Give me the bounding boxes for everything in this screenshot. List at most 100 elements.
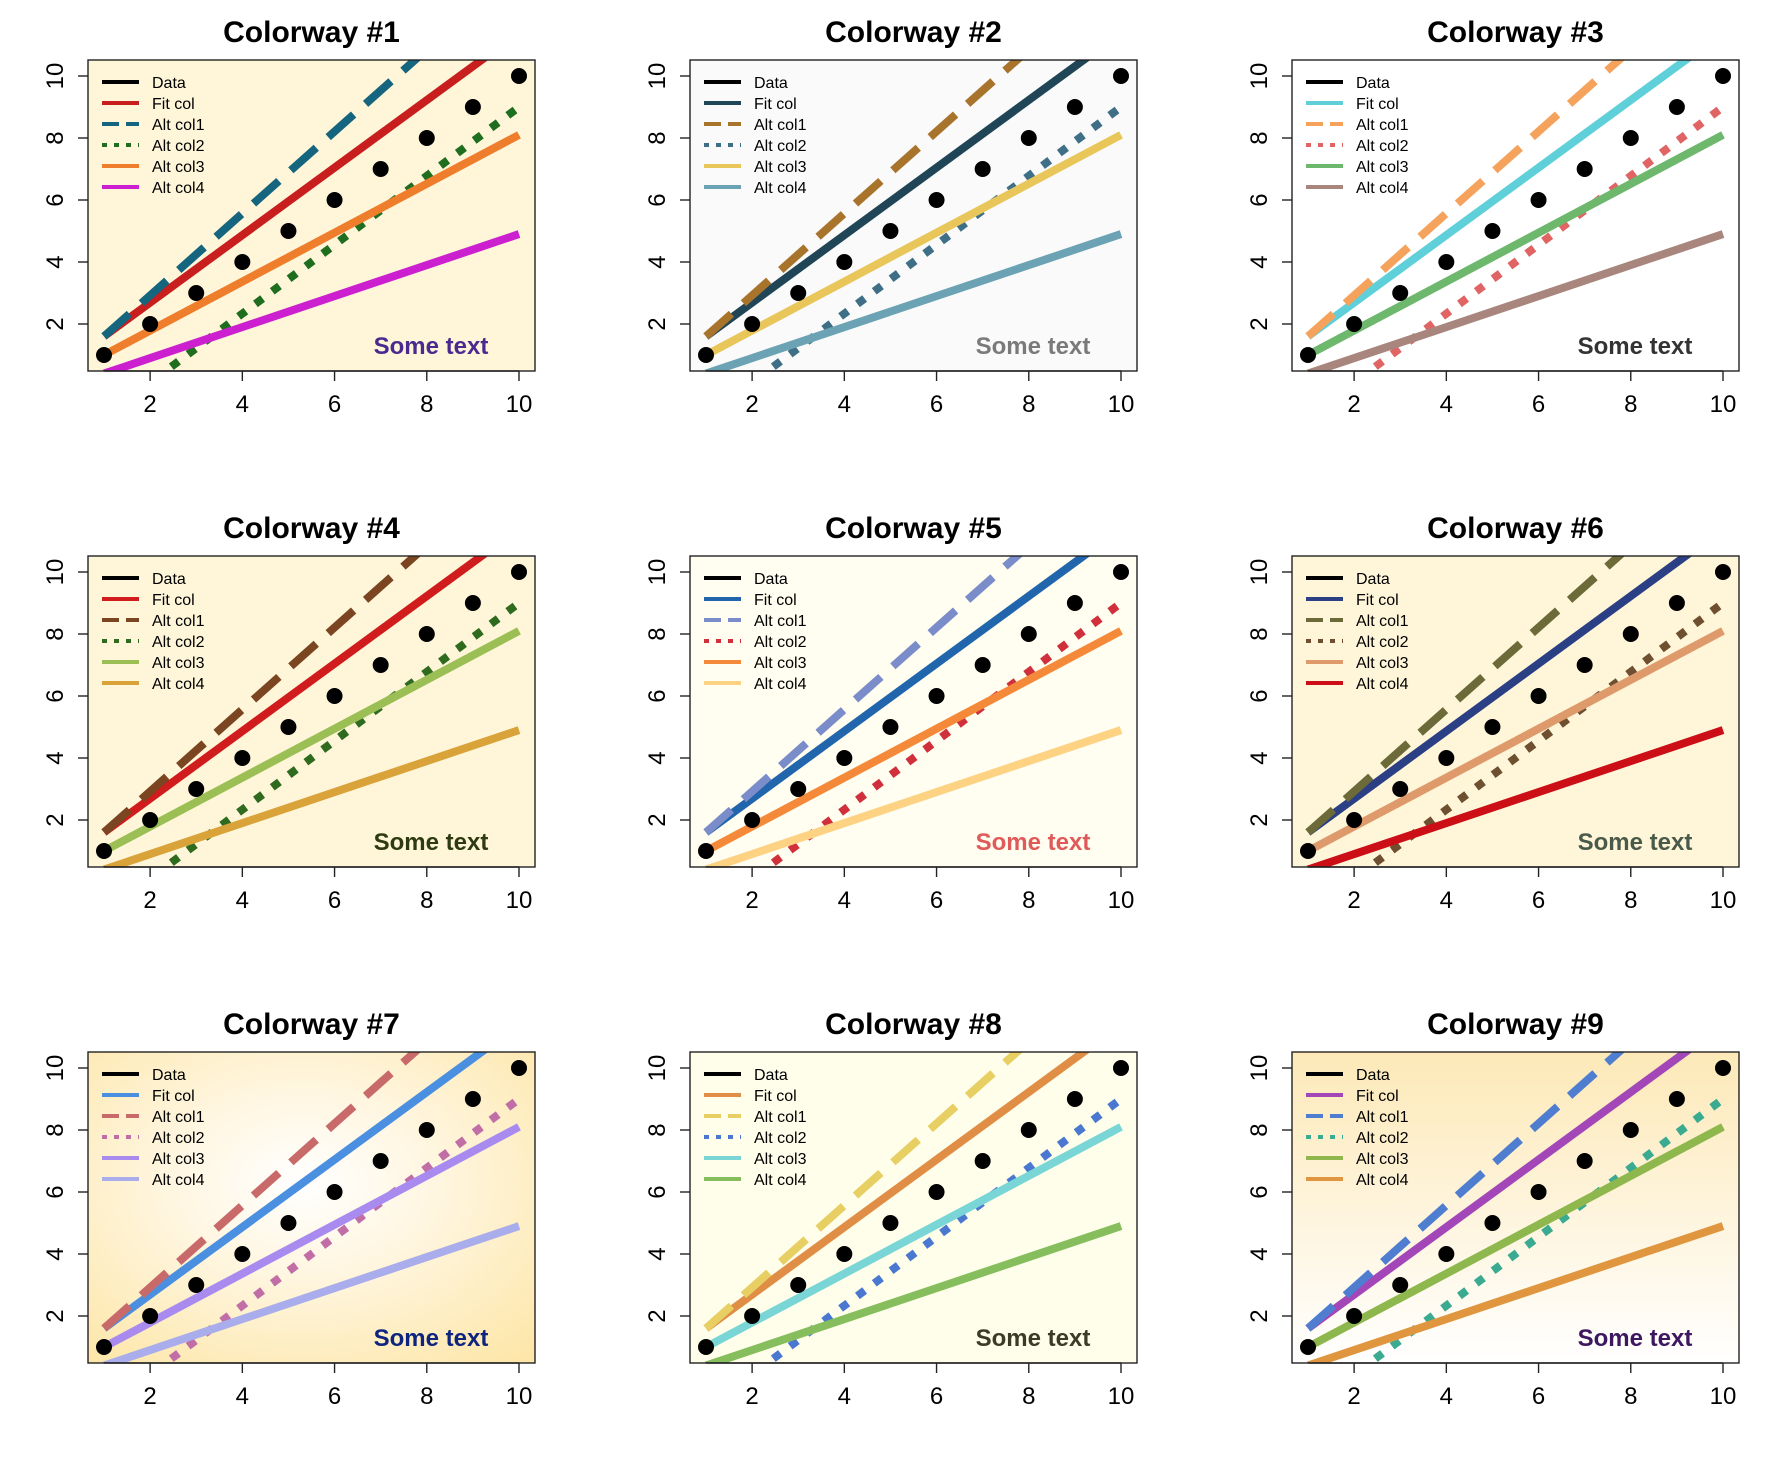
chart-panel: Colorway #4 2 4 6 8 10 2 4 6 8 10 Data Fit col Alt co… [42, 512, 536, 914]
y-tick-label: 10 [42, 1055, 69, 1082]
y-tick-label: 4 [1246, 1247, 1273, 1260]
plot-background [1292, 556, 1739, 867]
series-line-alt-col1 [1305, 1052, 1625, 1332]
data-point [836, 1246, 853, 1262]
data-point [372, 657, 389, 673]
legend-label: Alt col3 [152, 159, 205, 176]
series-line-alt-col2 [1362, 103, 1726, 371]
series-line-alt-col1 [703, 1052, 1023, 1332]
legend-label: Alt col4 [1356, 180, 1409, 197]
legend-label: Data [1356, 1067, 1390, 1084]
legend-label: Alt col2 [152, 1130, 205, 1147]
annotation-text: Some text [1578, 1325, 1693, 1352]
series-line-fit-col [101, 556, 489, 836]
series-line-alt-col3 [704, 131, 1123, 359]
series-line-alt-col2 [760, 103, 1124, 371]
y-tick-label: 2 [1246, 813, 1273, 826]
data-point [974, 1153, 991, 1169]
chart-title: Colorway #6 [1427, 512, 1604, 545]
y-tick-label: 8 [644, 627, 671, 640]
x-tick-label: 8 [1624, 1383, 1637, 1410]
series-line-alt-col2 [760, 1095, 1124, 1363]
x-tick-label: 2 [143, 391, 156, 418]
data-point [1622, 626, 1639, 642]
y-tick-label: 8 [644, 1123, 671, 1136]
x-tick-label: 6 [1532, 1383, 1545, 1410]
data-point [928, 688, 945, 704]
data-point [1668, 1091, 1685, 1107]
data-point [280, 1215, 297, 1231]
legend-label: Fit col [754, 96, 797, 113]
data-point [142, 812, 159, 828]
data-point [188, 285, 205, 301]
series-line-fit-col [703, 60, 1091, 340]
series-line-alt-col3 [1306, 1123, 1725, 1351]
y-tick-label: 6 [42, 1185, 69, 1198]
data-point [326, 688, 343, 704]
chart-panel: Colorway #7 2 4 6 8 10 2 4 6 8 10 Data Fit col Alt co… [42, 1008, 536, 1410]
legend-label: Data [754, 75, 788, 92]
data-point [96, 347, 112, 363]
annotation-text: Some text [374, 1325, 489, 1352]
y-tick-label: 2 [42, 813, 69, 826]
data-point [928, 1184, 945, 1200]
x-tick-label: 10 [506, 1383, 533, 1410]
legend-label: Fit col [152, 96, 195, 113]
data-point [698, 1339, 714, 1355]
data-point [1066, 595, 1083, 611]
x-tick-label: 10 [506, 391, 533, 418]
x-tick-label: 8 [420, 887, 433, 914]
series-line-alt-col4 [1306, 726, 1725, 867]
series-line-alt-col3 [1306, 131, 1725, 359]
series-line-alt-col2 [1362, 599, 1726, 867]
legend-label: Fit col [1356, 592, 1399, 609]
data-point [1484, 1215, 1501, 1231]
y-tick-label: 2 [1246, 1309, 1273, 1322]
data-point [1066, 1091, 1083, 1107]
y-tick-label: 6 [644, 689, 671, 702]
x-tick-label: 6 [1532, 391, 1545, 418]
y-tick-label: 10 [644, 1055, 671, 1082]
data-point [1530, 192, 1547, 208]
series-line-fit-col [1305, 556, 1693, 836]
data-point [1438, 750, 1455, 766]
series-line-alt-col4 [102, 726, 521, 867]
series-line-alt-col4 [704, 726, 1123, 867]
legend-label: Alt col1 [754, 117, 807, 134]
legend-label: Data [1356, 571, 1390, 588]
data-point [418, 1122, 435, 1138]
y-tick-label: 8 [644, 131, 671, 144]
series-line-alt-col3 [102, 627, 521, 855]
x-tick-label: 10 [1710, 391, 1737, 418]
data-point [372, 161, 389, 177]
series-line-alt-col4 [704, 230, 1123, 371]
plot-background [88, 556, 535, 867]
legend-label: Alt col3 [754, 655, 807, 672]
data-point [280, 223, 297, 239]
data-point [1530, 1184, 1547, 1200]
chart-title: Colorway #5 [825, 512, 1002, 545]
data-point [1346, 812, 1363, 828]
y-tick-label: 8 [1246, 131, 1273, 144]
y-tick-label: 4 [1246, 255, 1273, 268]
data-point [1346, 1308, 1363, 1324]
data-point [1113, 68, 1129, 84]
legend-label: Fit col [152, 592, 195, 609]
series-line-alt-col4 [102, 230, 521, 371]
series-line-alt-col1 [1305, 556, 1625, 836]
plot-data [1300, 60, 1731, 371]
y-tick-label: 4 [644, 255, 671, 268]
x-tick-label: 4 [1440, 391, 1453, 418]
data-point [790, 781, 807, 797]
legend-label: Alt col2 [1356, 634, 1409, 651]
data-point [974, 161, 991, 177]
data-point [142, 316, 159, 332]
legend-label: Alt col4 [1356, 1172, 1409, 1189]
series-line-alt-col2 [760, 599, 1124, 867]
y-tick-label: 6 [644, 193, 671, 206]
series-line-alt-col2 [158, 599, 522, 867]
chart-title: Colorway #4 [223, 512, 400, 545]
x-tick-label: 6 [930, 391, 943, 418]
chart-panel: Colorway #6 2 4 6 8 10 2 4 6 8 10 Data Fit col Alt co… [1246, 512, 1740, 914]
y-tick-label: 8 [42, 1123, 69, 1136]
